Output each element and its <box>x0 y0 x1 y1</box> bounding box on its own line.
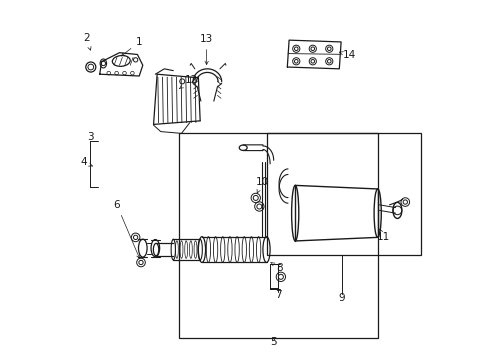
Text: 5: 5 <box>270 337 277 347</box>
Text: 8: 8 <box>270 262 282 273</box>
Text: 10: 10 <box>256 177 269 193</box>
Text: 6: 6 <box>114 200 140 258</box>
Text: 2: 2 <box>83 33 91 50</box>
Text: 11: 11 <box>376 229 390 242</box>
Text: 13: 13 <box>200 34 213 64</box>
Bar <box>267 134 421 255</box>
Text: 7: 7 <box>275 291 282 301</box>
Text: 12: 12 <box>179 75 198 89</box>
Bar <box>179 134 378 338</box>
Text: 3: 3 <box>87 132 94 142</box>
Text: 14: 14 <box>340 50 356 60</box>
Text: 9: 9 <box>339 293 345 303</box>
Text: 4: 4 <box>80 157 93 167</box>
Text: 1: 1 <box>122 37 143 56</box>
